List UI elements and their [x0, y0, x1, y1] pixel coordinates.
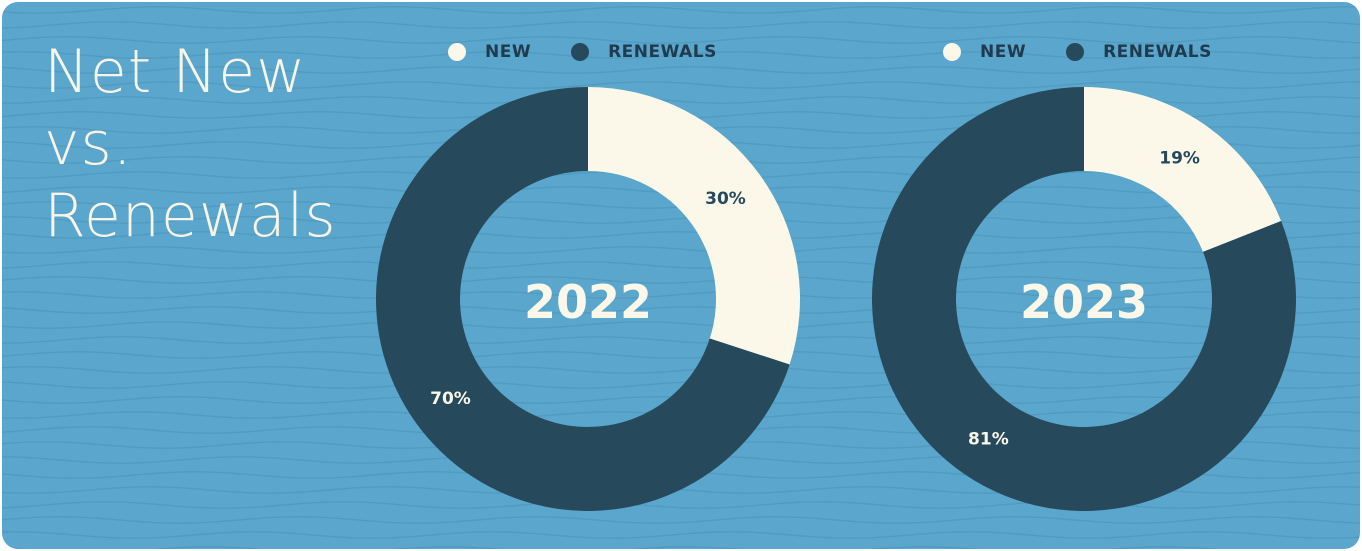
- wave-line: [2, 501, 1360, 509]
- title-line-2: vs.: [44, 109, 133, 179]
- data-label-new-2023: 19%: [1159, 148, 1200, 168]
- title-line-3: Renewals: [44, 181, 337, 251]
- wave-line: [2, 366, 1360, 374]
- slice-renewals-2023: [872, 87, 1296, 512]
- data-label-renewals-2023: 81%: [968, 430, 1009, 450]
- wave-line: [2, 216, 1360, 224]
- wave-line: [2, 261, 1360, 269]
- legend-swatch-renewals: [571, 43, 590, 61]
- data-label-renewals-2022: 70%: [430, 389, 471, 409]
- legend-label-new: NEW: [485, 42, 532, 62]
- legend-label-renewals: RENEWALS: [1103, 42, 1212, 62]
- legend-2023: NEW RENEWALS: [943, 42, 1252, 62]
- legend-item-renewals: RENEWALS: [1066, 42, 1212, 62]
- wave-line: [2, 81, 1360, 89]
- wave-line: [2, 231, 1360, 239]
- wave-line: [2, 321, 1360, 329]
- wave-line: [2, 291, 1360, 299]
- slice-new-2023: [1084, 87, 1282, 252]
- legend-swatch-new: [943, 43, 961, 61]
- data-label-new-2022: 30%: [705, 189, 746, 209]
- legend-2022: NEW RENEWALS: [448, 42, 757, 62]
- wave-line: [2, 516, 1360, 524]
- wave-line: [2, 351, 1360, 359]
- legend-swatch-new: [448, 43, 466, 61]
- wave-line: [2, 51, 1360, 59]
- legend-item-new: NEW: [943, 42, 1026, 62]
- legend-label-new: NEW: [980, 42, 1027, 62]
- wave-line: [2, 66, 1360, 74]
- slice-new-2022: [588, 87, 800, 365]
- slice-renewals-2022: [376, 87, 790, 512]
- legend-label-renewals: RENEWALS: [608, 42, 717, 62]
- wave-line: [2, 531, 1360, 539]
- legend-item-new: NEW: [448, 42, 531, 62]
- wave-line: [2, 36, 1360, 44]
- title-line-1: Net New: [44, 37, 307, 107]
- legend-item-renewals: RENEWALS: [571, 42, 717, 62]
- center-year-label-2023: 2023: [1020, 275, 1148, 329]
- wave-line: [2, 6, 1360, 14]
- wave-line: [2, 246, 1360, 254]
- center-year-label-2022: 2022: [524, 275, 652, 329]
- wave-line: [2, 381, 1360, 389]
- wave-line: [2, 336, 1360, 344]
- wave-line: [2, 276, 1360, 284]
- wave-line: [2, 21, 1360, 29]
- page-title: Net New vs. Renewals: [44, 36, 337, 252]
- legend-swatch-renewals: [1066, 43, 1085, 61]
- wave-line: [2, 546, 1360, 549]
- wave-line: [2, 306, 1360, 314]
